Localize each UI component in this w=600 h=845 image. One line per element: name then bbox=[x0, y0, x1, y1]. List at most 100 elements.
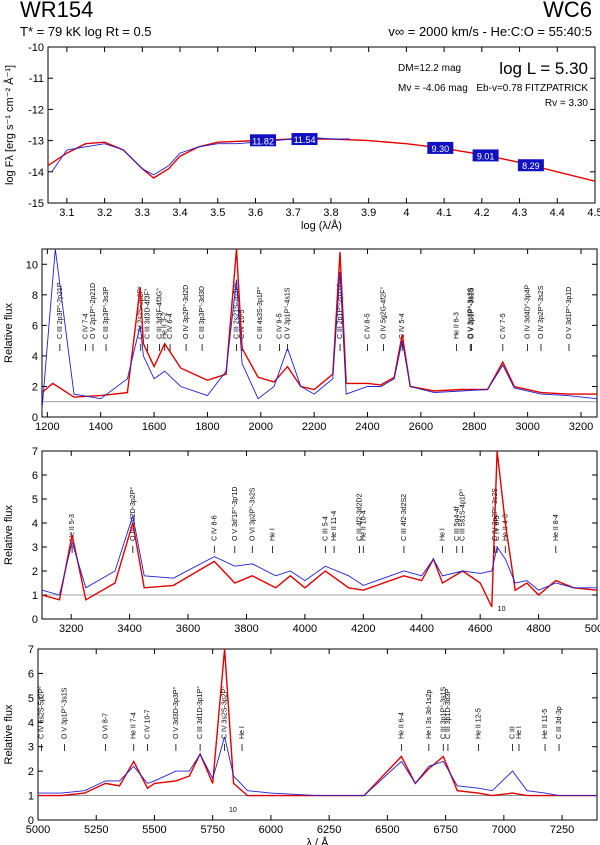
line-id-label: C IV 7-5 bbox=[500, 313, 507, 339]
x-tick-label: 2600 bbox=[409, 421, 433, 433]
line-id-label: C IV 7-4 bbox=[82, 313, 89, 339]
x-tick-label: 4600 bbox=[468, 623, 492, 635]
x-axis-label: log (λ/Å) bbox=[301, 219, 342, 232]
y-tick-label: 6 bbox=[28, 668, 34, 680]
observed-spectrum bbox=[42, 515, 597, 596]
plot-frame bbox=[41, 248, 598, 418]
photometry-label: 9.30 bbox=[432, 144, 450, 154]
x-tick-label: 3.8 bbox=[323, 207, 338, 219]
line-id-label: C IV 6-5 bbox=[494, 515, 501, 541]
line-id-label: O V 3p1P°-3s1S bbox=[61, 687, 69, 739]
info-box: DM=12.2 mag Mv = -4.06 mag log L = 5.30 … bbox=[398, 59, 588, 109]
x-tick-label: 4.3 bbox=[512, 207, 527, 219]
photometry-label: 9.01 bbox=[477, 151, 495, 161]
photometry-label: 11.54 bbox=[294, 135, 316, 145]
line-id-label: C IV 3s2S-3p2P° bbox=[221, 686, 229, 739]
line-id-label: C III 3p3P°-3s3P bbox=[102, 286, 110, 339]
x-tick-label: 4.2 bbox=[474, 207, 489, 219]
photometry-label: 11.82 bbox=[252, 136, 274, 146]
line-id-label: O VI 8-7 bbox=[103, 713, 110, 739]
photometry-box bbox=[250, 134, 277, 147]
line-id-label: He II 11-5 bbox=[542, 709, 549, 739]
photometry-box bbox=[427, 141, 454, 154]
line-id-label: O V 3p1P°-4s1S bbox=[283, 287, 291, 339]
line-id-label: C III 3d3F-4f3G° bbox=[155, 288, 163, 339]
line-id-label: O IV 3p2P°-3d2D bbox=[182, 285, 190, 339]
observed-spectrum bbox=[38, 736, 597, 797]
line-id-label: O V 3p1P°-3s1S bbox=[468, 287, 476, 339]
line-id-label: He I 3s 3d-1s2p bbox=[426, 689, 433, 739]
luminosity-label: log L = 5.30 bbox=[499, 59, 588, 78]
line-id-label: He I bbox=[239, 726, 246, 739]
x-axis-label: λ / Å bbox=[306, 836, 329, 845]
y-tick-label: 7 bbox=[28, 644, 34, 656]
x-tick-label: 2800 bbox=[462, 421, 486, 433]
x-tick-label: 1200 bbox=[35, 421, 59, 433]
photometry-label: 8.29 bbox=[522, 161, 540, 171]
reddening-label: Eb-v=0.78 FITZPATRICK bbox=[476, 83, 588, 94]
x-tick-label: 6500 bbox=[375, 824, 399, 836]
x-tick-label: 3400 bbox=[117, 623, 141, 635]
x-tick-label: 2200 bbox=[302, 421, 326, 433]
distance-modulus-label: DM=12.2 mag bbox=[398, 63, 461, 74]
line-id-label: O IV 3p2P°-3s2S bbox=[537, 285, 545, 339]
x-tick-label: 3.6 bbox=[248, 207, 263, 219]
y-tick-label: 1 bbox=[28, 791, 34, 803]
x-tick-label: 1400 bbox=[88, 421, 112, 433]
line-id-label: C IV 10-5 bbox=[239, 309, 246, 339]
y-tick-label: 2 bbox=[32, 566, 38, 578]
y-tick-label: 5 bbox=[28, 693, 34, 705]
line-id-label: C IV 10-7 bbox=[144, 709, 151, 739]
panel-optical-red: 5000 5250 5500 5750 6000 6250 6500 6750 7000 7250… bbox=[3, 644, 598, 845]
line-id-label: C III 2p1P°-2p21D bbox=[336, 282, 344, 339]
star-name: WR154 bbox=[20, 0, 94, 22]
absolute-magnitude-label: Mv = -4.06 mag bbox=[398, 83, 468, 94]
y-axis-label: Relative flux bbox=[3, 505, 15, 565]
line-id-label: C III 3p1P°-3s1S bbox=[439, 686, 447, 739]
x-tick-label: 6750 bbox=[433, 824, 457, 836]
y-tick-label: -11 bbox=[29, 73, 44, 85]
model-spectrum bbox=[42, 451, 597, 608]
y-tick-label: -14 bbox=[28, 167, 44, 179]
x-tick-label: 5000 bbox=[26, 824, 50, 836]
x-tick-label: 5500 bbox=[142, 824, 166, 836]
line-id-label: He II 12-5 bbox=[475, 708, 482, 739]
y-tick-label: -10 bbox=[28, 42, 44, 54]
line-id-label: He II 7-4 bbox=[131, 712, 138, 739]
line-id-label: O V 3d1P°-3p1D bbox=[565, 287, 573, 339]
line-id-label: C IV 8-5 bbox=[365, 313, 372, 339]
y-tick-label: 0 bbox=[32, 412, 38, 424]
line-id-label: He II 5-3 bbox=[69, 514, 76, 541]
rv-label: Rv = 3.30 bbox=[545, 98, 589, 109]
line-id-label: C III 3d1D-3p1P° bbox=[196, 686, 204, 739]
x-tick-label: 7250 bbox=[550, 824, 574, 836]
x-tick-label: 3600 bbox=[176, 623, 200, 635]
line-id-label: He II 6-3 bbox=[453, 312, 460, 339]
line-id-label: He II 3-2 bbox=[162, 312, 169, 339]
x-tick-label: 6000 bbox=[259, 824, 283, 836]
line-id-label: He I bbox=[439, 528, 446, 541]
y-tick-label: 7 bbox=[32, 446, 38, 458]
line-id-label: C IV 6s2S-5p2P° bbox=[37, 686, 45, 739]
x-tick-label: 7000 bbox=[492, 824, 516, 836]
line-id-label: O IV 3d2D-3p2P° bbox=[129, 487, 137, 541]
panel-sed: 3.1 3.2 3.3 3.4 3.5 3.6 3.7 3.8 3.9 4 4.1 4.2 4.3 4.4… bbox=[3, 42, 600, 232]
y-tick-label: 1 bbox=[32, 590, 38, 602]
photometry-box bbox=[517, 159, 544, 172]
x-tick-label: 3200 bbox=[59, 623, 83, 635]
line-id-label: C III 2p3P°-2p21P bbox=[56, 282, 64, 339]
y-tick-label: 4 bbox=[32, 518, 38, 530]
x-tick-label: 3.4 bbox=[172, 207, 187, 219]
y-tick-label: -12 bbox=[28, 104, 44, 116]
line-id-label: O VI 3p2P°-3s2S bbox=[248, 487, 256, 541]
plot-frame bbox=[41, 450, 598, 620]
x-tick-label: 3.5 bbox=[210, 207, 225, 219]
model-spectrum bbox=[48, 138, 595, 182]
stellar-parameters: T* = 79 kK log Rt = 0.5 bbox=[20, 24, 152, 39]
y-tick-label: 5 bbox=[32, 494, 38, 506]
line-id-label: C III 4s3S-3p1P° bbox=[256, 287, 264, 339]
line-id-label: O IV 5g2G-4f2F° bbox=[380, 287, 388, 339]
y-tick-label: 4 bbox=[28, 717, 34, 729]
line-id-label: C III bbox=[509, 726, 516, 739]
y-tick-label: 10 bbox=[26, 259, 38, 271]
